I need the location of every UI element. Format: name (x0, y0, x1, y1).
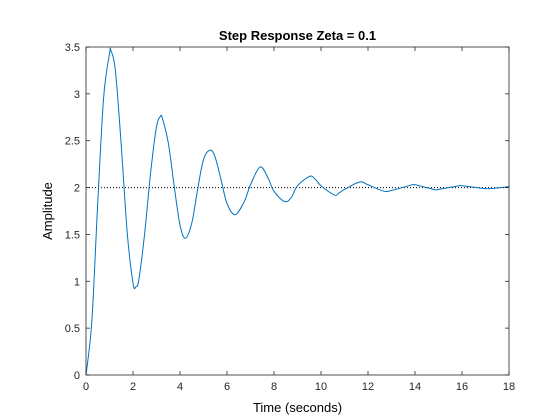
step-response-series-line (85, 47, 510, 376)
ticks-layer: 0 2 4 6 8 10 12 14 16 18 0 0.5 1 1.5 2 2.5 3 3.5 (65, 42, 515, 393)
y-tick-label: 3.5 (65, 42, 80, 54)
x-tick-label: 6 (224, 381, 230, 393)
x-tick-label: 12 (362, 381, 374, 393)
y-tick-label: 0.5 (65, 323, 80, 335)
x-tick-label: 2 (130, 381, 136, 393)
x-tick-label: 16 (456, 381, 468, 393)
y-tick-label: 2.5 (65, 136, 80, 148)
x-tick-label: 0 (83, 381, 89, 393)
series-layer (85, 47, 510, 376)
x-tick-label: 8 (271, 381, 277, 393)
x-tick-label: 10 (315, 381, 327, 393)
y-tick-label: 0 (74, 370, 80, 382)
axes-background (86, 47, 509, 375)
x-tick-label: 4 (177, 381, 183, 393)
y-tick-label: 1 (74, 276, 80, 288)
x-tick-label: 18 (503, 381, 515, 393)
axes-box (85, 46, 510, 376)
y-axis-label: Amplitude (40, 182, 55, 240)
x-tick-label: 14 (409, 381, 421, 393)
y-tick-label: 3 (74, 89, 80, 101)
chart-title: Step Response Zeta = 0.1 (219, 28, 376, 43)
y-tick-label: 1.5 (65, 229, 80, 241)
x-axis-label: Time (seconds) (253, 400, 342, 415)
y-tick-label: 2 (74, 183, 80, 195)
